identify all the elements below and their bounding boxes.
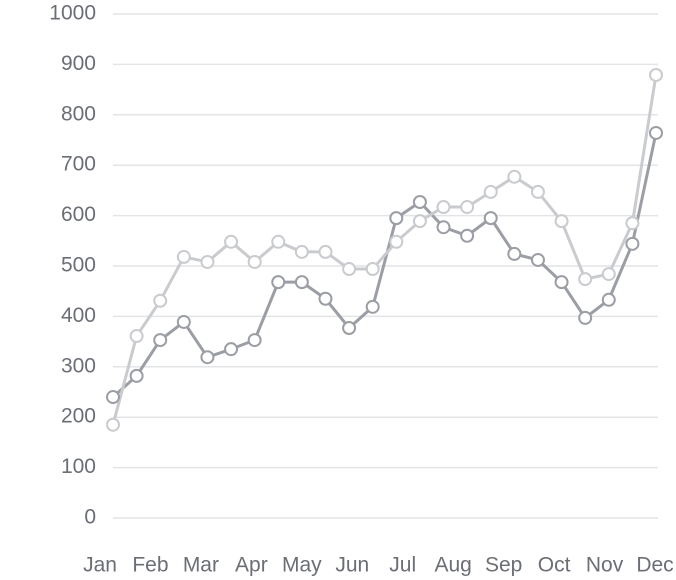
point bbox=[271, 275, 286, 290]
point bbox=[342, 262, 357, 277]
x-tick-label: Aug bbox=[434, 554, 471, 577]
x-tick-label: Jan bbox=[83, 554, 117, 577]
point bbox=[224, 342, 239, 357]
point bbox=[649, 125, 663, 140]
x-tick-label: Jul bbox=[389, 554, 416, 577]
point bbox=[129, 329, 144, 344]
point bbox=[271, 234, 286, 249]
y-tick-label: 400 bbox=[61, 304, 96, 327]
point bbox=[365, 262, 380, 277]
point bbox=[153, 293, 168, 308]
point bbox=[507, 169, 522, 184]
point bbox=[365, 299, 380, 314]
point bbox=[483, 184, 498, 199]
point bbox=[554, 275, 569, 290]
point bbox=[224, 234, 239, 249]
point bbox=[153, 333, 168, 348]
point bbox=[294, 275, 309, 290]
point bbox=[436, 200, 451, 215]
point bbox=[507, 246, 522, 261]
point bbox=[247, 333, 262, 348]
point bbox=[601, 292, 616, 307]
point bbox=[389, 211, 404, 226]
series-line bbox=[111, 74, 658, 426]
y-tick-label: 800 bbox=[61, 102, 96, 125]
point bbox=[483, 211, 498, 226]
point bbox=[200, 350, 215, 365]
y-tick-label: 300 bbox=[61, 354, 96, 377]
point bbox=[294, 244, 309, 259]
series-line bbox=[111, 132, 658, 399]
y-tick-label: 600 bbox=[61, 203, 96, 226]
point bbox=[342, 320, 357, 335]
point bbox=[106, 390, 120, 405]
x-tick-label: Dec bbox=[636, 554, 673, 577]
point bbox=[649, 67, 663, 82]
point bbox=[318, 291, 333, 306]
point bbox=[530, 252, 545, 267]
point bbox=[554, 214, 569, 229]
point bbox=[460, 228, 475, 243]
point bbox=[625, 216, 640, 231]
x-tick-label: Mar bbox=[183, 554, 219, 577]
point bbox=[129, 368, 144, 383]
point bbox=[176, 314, 191, 329]
y-tick-label: 500 bbox=[61, 254, 96, 277]
point bbox=[625, 236, 640, 251]
y-tick-label: 200 bbox=[61, 405, 96, 428]
point bbox=[412, 194, 427, 209]
point bbox=[318, 244, 333, 259]
x-tick-label: Apr bbox=[235, 554, 268, 577]
point bbox=[578, 310, 593, 325]
point bbox=[530, 184, 545, 199]
y-tick-label: 900 bbox=[61, 52, 96, 75]
y-tick-label: 0 bbox=[84, 506, 96, 529]
point bbox=[601, 267, 616, 282]
point bbox=[200, 254, 215, 269]
x-tick-label: May bbox=[282, 554, 322, 577]
y-tick-label: 700 bbox=[61, 153, 96, 176]
x-tick-label: Sep bbox=[485, 554, 522, 577]
point bbox=[578, 272, 593, 287]
point bbox=[436, 220, 451, 235]
point bbox=[247, 254, 262, 269]
x-tick-label: Oct bbox=[538, 554, 571, 577]
point bbox=[460, 200, 475, 215]
x-tick-label: Nov bbox=[586, 554, 624, 577]
point bbox=[389, 234, 404, 249]
x-tick-label: Feb bbox=[132, 554, 168, 577]
y-tick-label: 100 bbox=[61, 455, 96, 478]
point bbox=[412, 214, 427, 229]
y-tick-label: 1000 bbox=[49, 2, 96, 25]
x-tick-label: Jun bbox=[335, 554, 369, 577]
point bbox=[106, 417, 120, 432]
point bbox=[176, 249, 191, 264]
